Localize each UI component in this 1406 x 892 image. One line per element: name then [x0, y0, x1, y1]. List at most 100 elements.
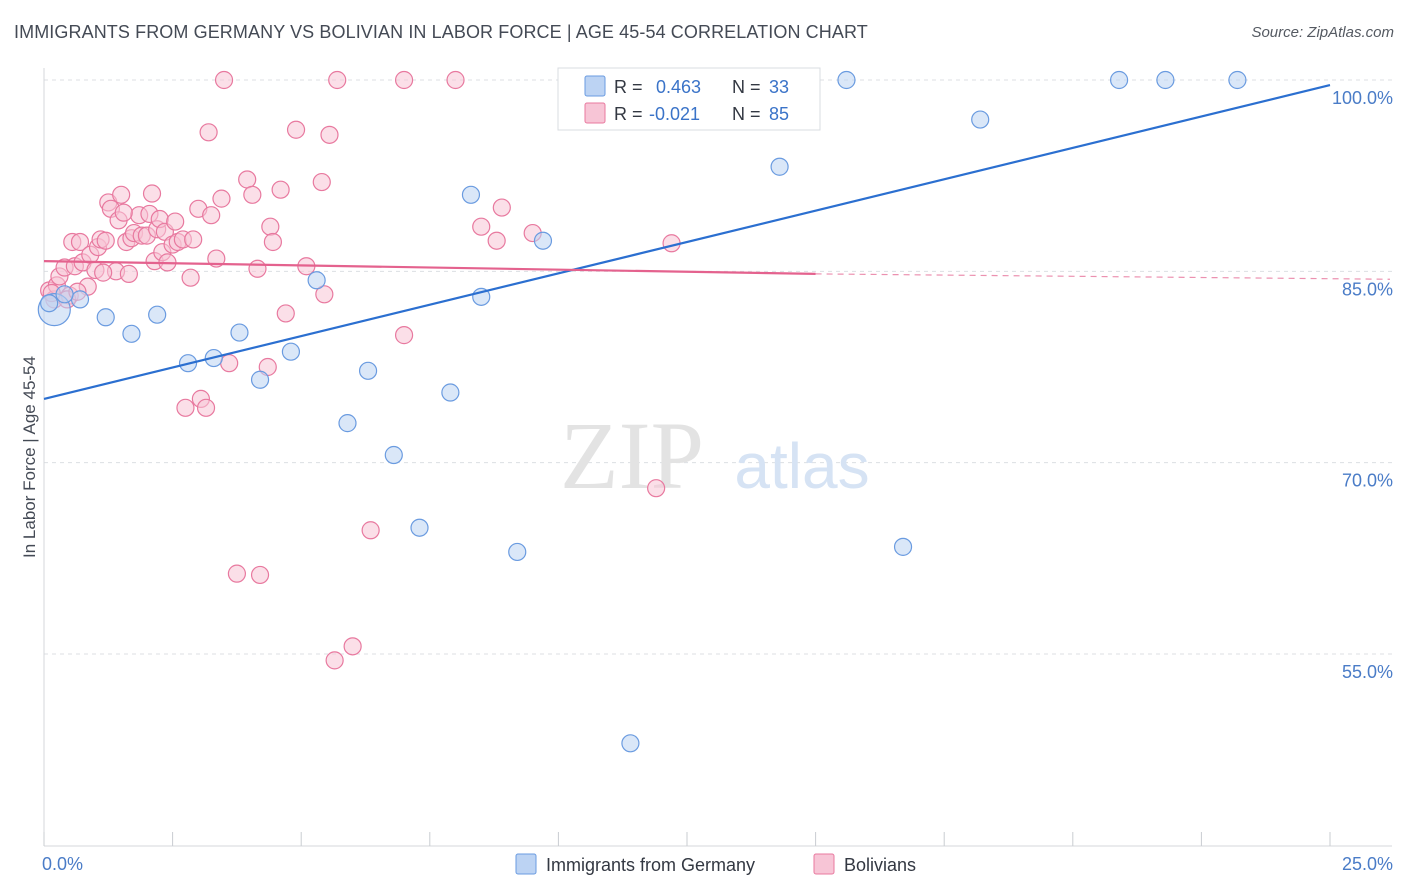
- germany-point: [533, 231, 553, 250]
- bolivian-point: [176, 398, 195, 417]
- germany-point: [893, 537, 913, 556]
- germany-point: [358, 361, 378, 380]
- bolivian-point: [243, 185, 262, 204]
- germany-point: [508, 542, 527, 562]
- germany-point: [70, 290, 90, 309]
- bolivian-point: [343, 637, 362, 656]
- bolivian-point: [286, 120, 306, 139]
- bolivian-point: [142, 184, 162, 203]
- bolivian-point: [487, 231, 506, 250]
- legend-swatch-blue: [584, 75, 606, 97]
- germany-point: [410, 518, 429, 537]
- y-axis-title: In Labor Force | Age 45-54: [20, 356, 39, 558]
- bolivian-point: [446, 70, 465, 90]
- x-tick-label: 0.0%: [42, 854, 83, 874]
- bolivian-point: [315, 285, 334, 304]
- germany-point: [338, 414, 357, 433]
- bolivian-point: [214, 70, 234, 90]
- y-tick-label: 70.0%: [1342, 471, 1393, 491]
- germany-point: [55, 285, 74, 304]
- germany-point: [281, 342, 301, 361]
- germany-point: [384, 445, 403, 465]
- bolivian-point: [119, 264, 138, 283]
- legend-n-label-1: N =: [732, 77, 761, 97]
- germany-point: [122, 324, 141, 343]
- bolivian-point: [250, 565, 270, 585]
- bolivian-point: [238, 170, 257, 189]
- y-tick-label: 55.0%: [1342, 662, 1393, 682]
- x-tick-label: 25.0%: [1342, 854, 1393, 874]
- legend-n-value-1: 33: [769, 77, 789, 97]
- bolivian-point: [227, 564, 246, 583]
- x-ticks: [43, 832, 1331, 846]
- y-tick-label: 85.0%: [1342, 279, 1393, 299]
- legend-r-label-2: R =: [614, 104, 643, 124]
- bolivian-point: [328, 70, 347, 90]
- trend-line-germany: [43, 84, 1331, 400]
- bolivian-point: [202, 206, 221, 225]
- bolivian-point: [181, 268, 200, 287]
- germany-point: [621, 734, 640, 753]
- bolivian-point: [166, 212, 185, 231]
- germany-point: [441, 383, 460, 402]
- bolivian-point: [394, 70, 414, 90]
- germany-point: [96, 308, 115, 327]
- bolivian-point: [196, 398, 216, 417]
- germany-point: [148, 305, 167, 324]
- germany-point: [1156, 70, 1175, 90]
- germany-point: [250, 370, 270, 389]
- germany-point: [837, 70, 856, 90]
- chart-title: IMMIGRANTS FROM GERMANY VS BOLIVIAN IN L…: [14, 22, 868, 42]
- trend-line-bolivians: [43, 260, 816, 275]
- x-tick-labels: 0.0% 25.0%: [42, 854, 1393, 874]
- bolivian-point: [96, 231, 115, 250]
- bolivian-point: [276, 304, 295, 323]
- germany-point: [971, 110, 990, 129]
- bolivian-point: [114, 203, 133, 222]
- stats-legend: R = 0.463 N = 33 R = -0.021 N = 85: [557, 67, 821, 131]
- bolivian-point: [320, 125, 339, 144]
- bolivian-point: [94, 263, 113, 282]
- bolivian-point: [220, 354, 239, 373]
- bolivian-point: [361, 521, 380, 540]
- legend-swatch-pink: [584, 102, 606, 124]
- watermark-zip: ZIP: [560, 402, 704, 509]
- bolivian-point: [647, 479, 666, 498]
- trend-lines: [43, 84, 1391, 400]
- series-legend-swatch-bolivians: [813, 853, 835, 875]
- bolivian-point: [261, 217, 280, 236]
- y-tick-labels: 100.0% 85.0% 70.0% 55.0%: [1332, 88, 1393, 682]
- germany-point: [307, 271, 326, 290]
- germany-point: [1228, 70, 1247, 90]
- germany-point: [1109, 70, 1129, 90]
- germany-point: [40, 294, 59, 313]
- axes: [43, 68, 1392, 847]
- series-legend-swatch-germany: [515, 853, 537, 875]
- legend-n-value-2: 85: [769, 104, 789, 124]
- gridlines: [44, 79, 1392, 655]
- bolivian-point: [325, 651, 344, 670]
- bolivian-point: [70, 232, 90, 252]
- bolivian-point: [212, 189, 231, 208]
- series-legend-germany: Immigrants from Germany: [546, 855, 755, 875]
- bolivian-point: [248, 259, 267, 278]
- bolivian-point: [112, 185, 131, 204]
- watermark: ZIP atlas: [560, 402, 870, 509]
- bolivian-point: [492, 198, 511, 217]
- y-tick-label: 100.0%: [1332, 88, 1393, 108]
- legend-r-label-1: R =: [614, 77, 643, 97]
- legend-r-value-2: -0.021: [649, 104, 700, 124]
- legend-r-value-1: 0.463: [656, 77, 701, 97]
- bolivian-point: [263, 232, 283, 252]
- series-legend-bolivians: Bolivians: [844, 855, 916, 875]
- bolivian-point: [271, 180, 290, 199]
- bolivian-point: [199, 123, 218, 142]
- germany-point: [770, 157, 789, 176]
- watermark-atlas: atlas: [734, 430, 869, 502]
- source-label: Source: ZipAtlas.com: [1251, 24, 1394, 41]
- legend-n-label-2: N =: [732, 104, 761, 124]
- germany-point: [230, 323, 249, 342]
- bolivian-point: [394, 326, 414, 345]
- series-legend: Immigrants from Germany Bolivians: [515, 853, 916, 875]
